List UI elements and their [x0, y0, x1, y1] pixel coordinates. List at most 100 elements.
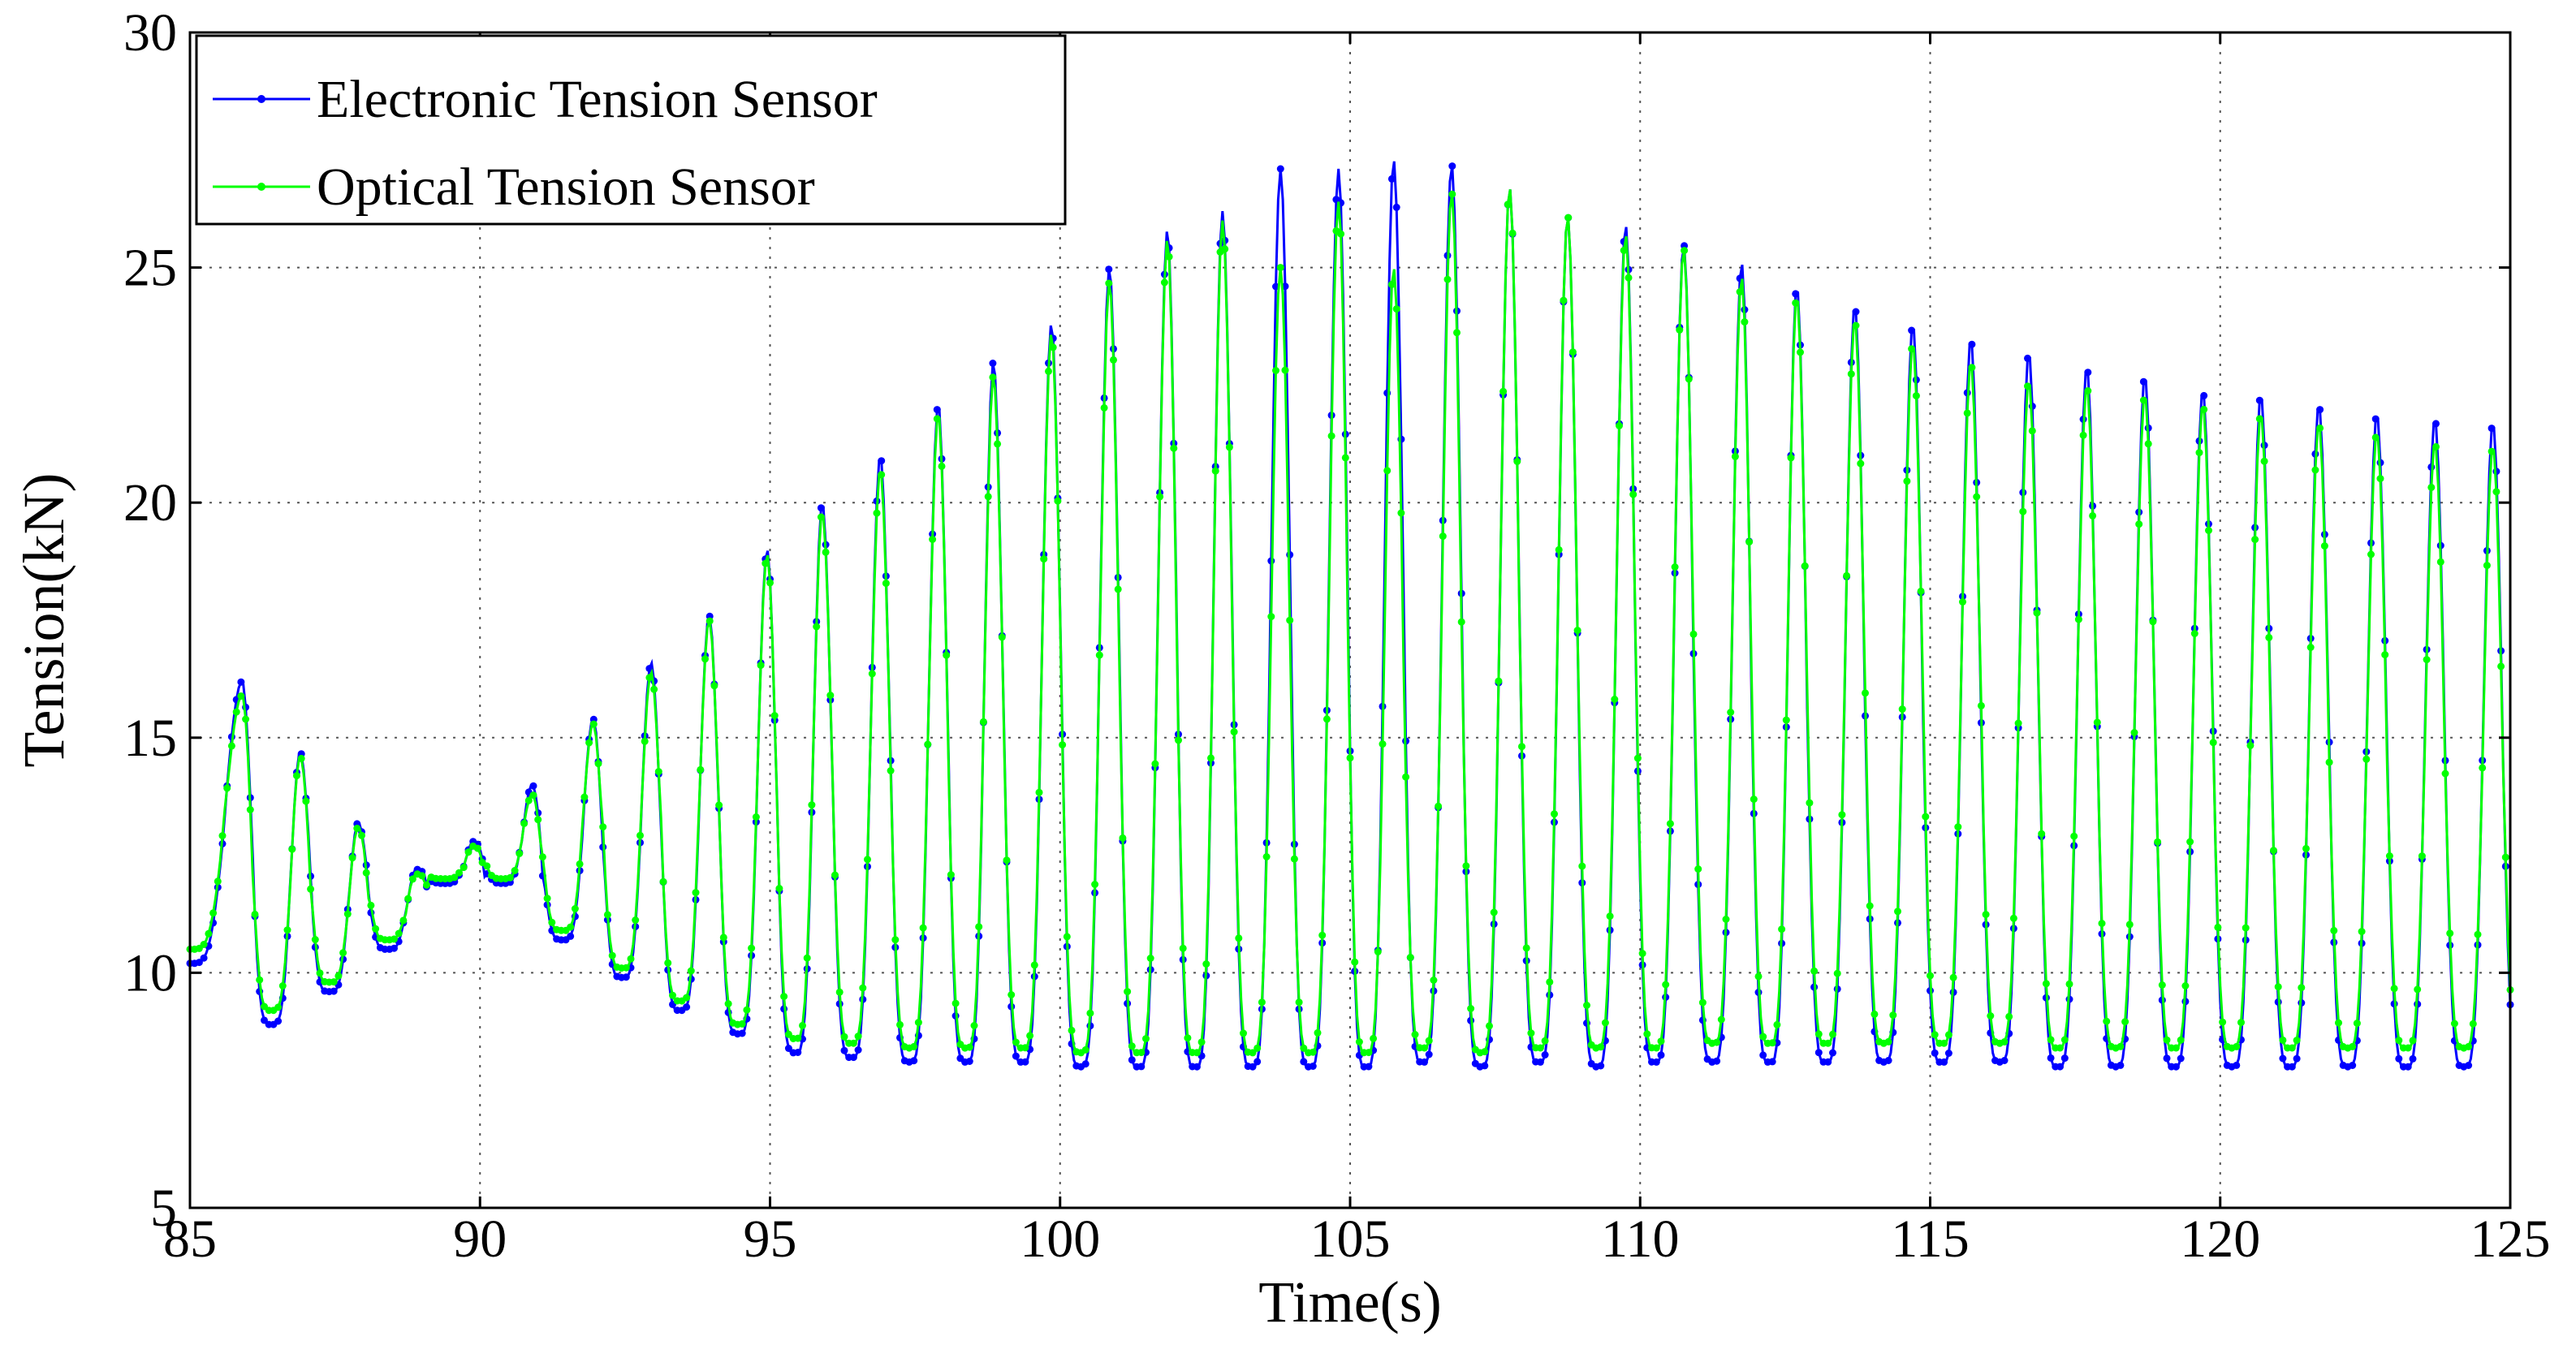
data-point-electronic [1536, 1058, 1544, 1066]
data-point-optical [1165, 252, 1173, 261]
data-point-optical [2251, 536, 2259, 544]
data-point-electronic [2409, 1054, 2417, 1063]
data-point-optical [989, 373, 997, 382]
data-point-electronic [849, 1054, 857, 1062]
data-point-optical [1894, 908, 1901, 916]
data-point-optical [1568, 348, 1577, 356]
data-point-optical [1731, 452, 1739, 460]
legend-marker-electronic [257, 95, 265, 103]
data-point-optical [715, 801, 723, 809]
data-point-optical [1124, 988, 1132, 996]
data-point-optical [2492, 488, 2500, 496]
data-point-optical [2376, 475, 2384, 483]
data-point-optical [2190, 630, 2198, 637]
data-point-optical [2028, 427, 2036, 435]
data-point-electronic [1421, 1058, 1428, 1066]
data-point-optical [1601, 1019, 1609, 1027]
data-point-electronic [2056, 1063, 2064, 1071]
data-point-optical [2306, 644, 2315, 651]
data-point-electronic [1814, 1049, 1823, 1057]
data-point-optical [1694, 865, 1702, 873]
data-point-optical [1833, 969, 1841, 977]
data-point-optical [826, 692, 835, 700]
data-point-optical [1003, 856, 1011, 864]
data-point-optical [1146, 955, 1154, 962]
data-point-electronic [794, 1049, 802, 1056]
data-point-optical [854, 1033, 862, 1041]
x-tick-label-110: 110 [1601, 1209, 1680, 1269]
data-point-electronic [2200, 391, 2208, 399]
data-point-optical [1095, 651, 1103, 659]
data-point-optical [283, 926, 291, 934]
data-point-optical [1824, 1039, 1832, 1047]
data-point-optical [780, 993, 788, 1001]
data-point-optical [1643, 1030, 1651, 1038]
data-point-electronic [2395, 1054, 2403, 1063]
data-point-optical [1045, 367, 1052, 375]
data-point-optical [1495, 677, 1503, 685]
data-point-optical [316, 969, 324, 977]
data-point-optical [868, 670, 876, 678]
data-point-optical [1518, 743, 1525, 751]
data-point-optical [762, 559, 770, 567]
data-point-optical [464, 848, 472, 856]
data-point-optical [2237, 1019, 2245, 1027]
data-point-optical [887, 767, 895, 774]
data-point-electronic [2172, 1063, 2180, 1071]
data-point-optical [705, 617, 714, 625]
data-point-optical [1508, 229, 1517, 237]
y-tick-label-5: 5 [150, 1179, 177, 1238]
data-point-optical [738, 1020, 746, 1028]
data-point-optical [242, 715, 250, 723]
data-point-optical [603, 911, 611, 919]
data-point-optical [2139, 396, 2147, 404]
data-point-optical [580, 793, 589, 801]
data-point-optical [1197, 1038, 1206, 1046]
data-point-optical [1267, 613, 1275, 621]
data-point-optical [460, 864, 468, 872]
data-point-optical [641, 737, 649, 745]
data-point-optical [223, 784, 231, 792]
data-point-optical [362, 869, 370, 877]
data-point-optical [2260, 457, 2268, 465]
data-point-electronic [738, 1029, 746, 1037]
data-point-optical [2362, 755, 2371, 763]
data-point-optical [1341, 454, 1349, 462]
data-point-optical [1963, 409, 1971, 417]
data-point-electronic [910, 1057, 918, 1065]
data-point-optical [1272, 367, 1279, 374]
data-point-optical [2488, 447, 2496, 455]
data-point-optical [752, 813, 760, 821]
data-point-electronic [1931, 1049, 1939, 1057]
data-point-optical [1676, 326, 1684, 334]
y-tick-label-15: 15 [123, 709, 177, 768]
data-point-electronic [2177, 1054, 2185, 1063]
legend: Electronic Tension Sensor Optical Tensio… [195, 34, 1067, 226]
data-point-optical [1156, 493, 1164, 501]
data-point-optical [1486, 1022, 1493, 1030]
data-point-electronic [330, 987, 338, 995]
data-point-optical [1448, 190, 1456, 198]
data-point-optical [1814, 1030, 1823, 1038]
legend-box [195, 34, 1067, 226]
data-point-optical [1810, 967, 1819, 975]
data-point-electronic [1829, 1049, 1836, 1057]
y-tick-label-20: 20 [123, 473, 177, 532]
data-point-optical [645, 674, 654, 682]
y-axis-label: Tension(kN) [11, 473, 76, 768]
data-point-optical [947, 871, 955, 879]
data-point-optical [1411, 1031, 1419, 1038]
data-point-optical [2288, 1044, 2296, 1052]
data-point-optical [1513, 458, 1521, 465]
data-point-optical [1374, 948, 1382, 955]
y-tick-label-10: 10 [123, 943, 177, 1002]
data-point-optical [622, 964, 630, 972]
data-point-optical [209, 909, 218, 917]
data-point-optical [538, 853, 546, 861]
data-point-electronic [274, 1017, 283, 1025]
data-point-electronic [1128, 1056, 1136, 1064]
data-point-optical [1546, 978, 1554, 986]
data-point-optical [2009, 914, 2017, 922]
data-point-optical [799, 1021, 806, 1029]
data-point-optical [395, 929, 403, 938]
